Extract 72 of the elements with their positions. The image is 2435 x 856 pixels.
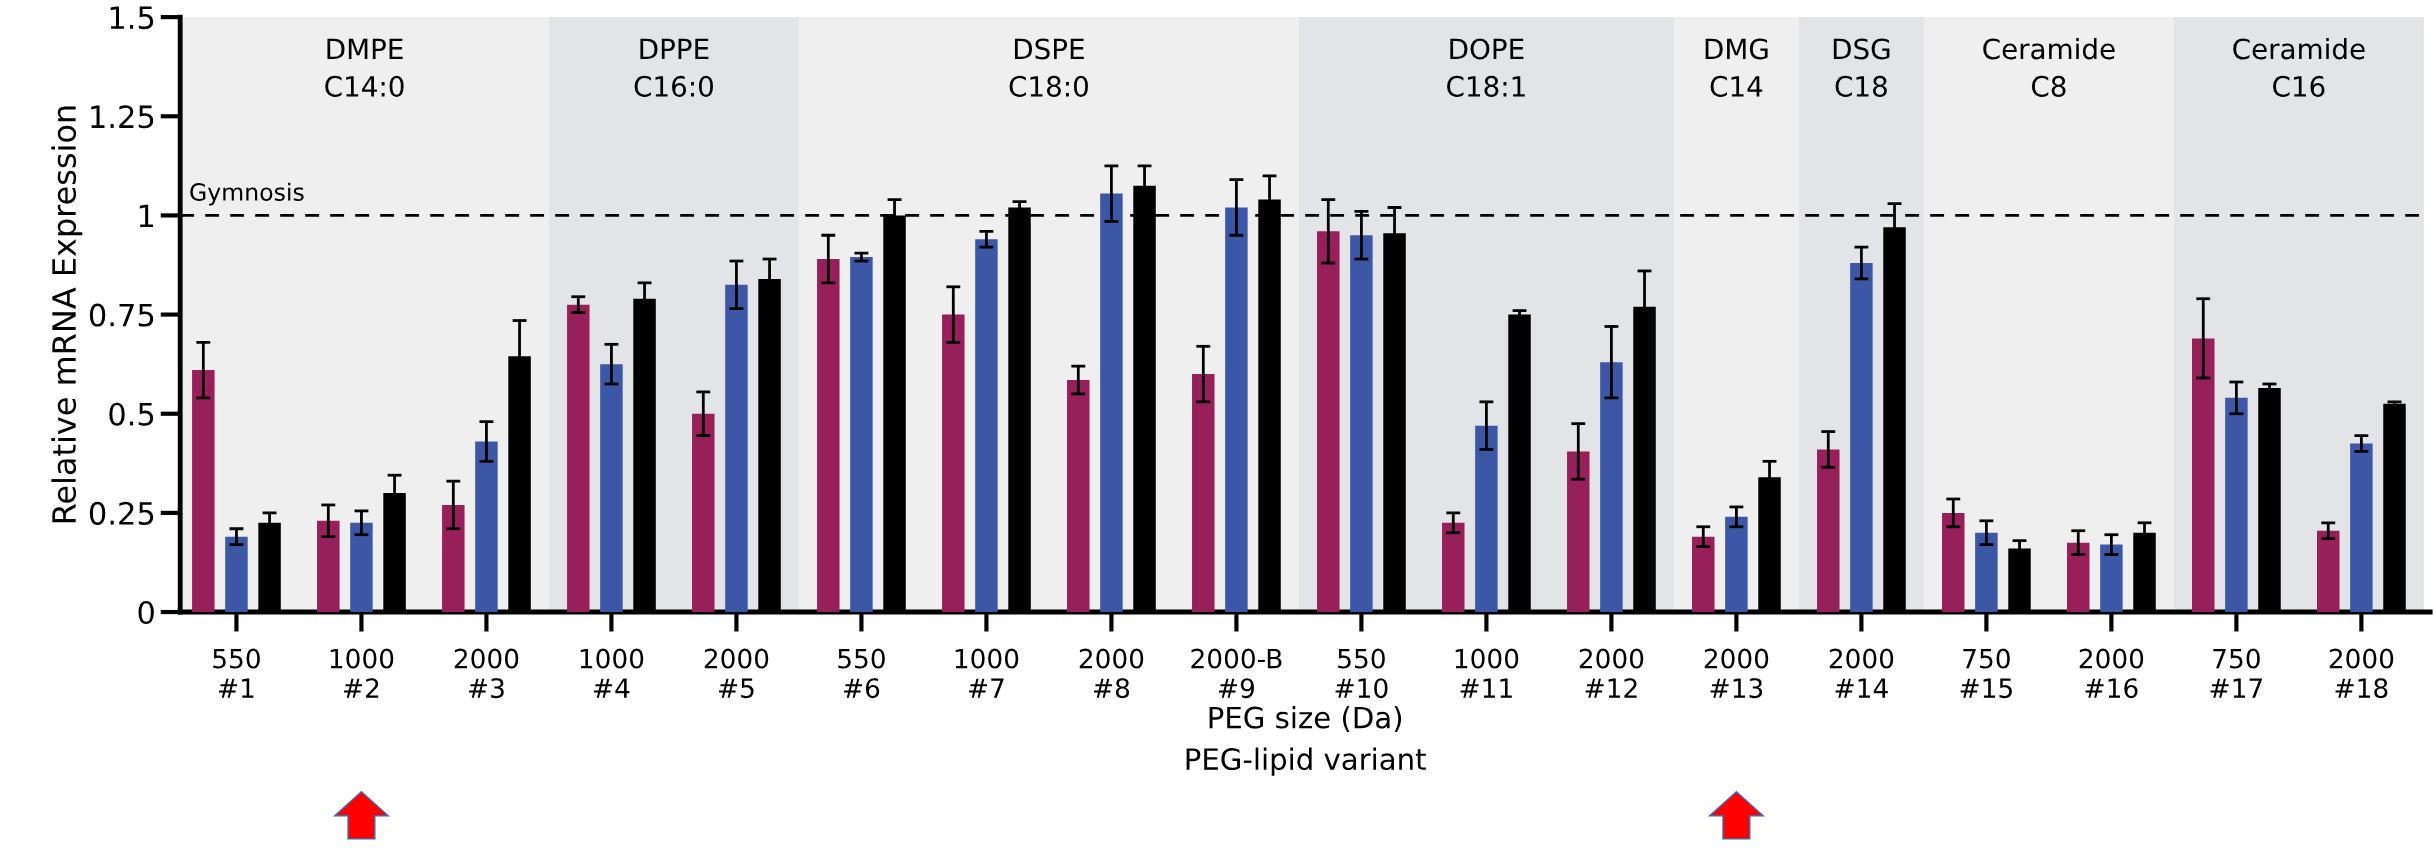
bar bbox=[1100, 193, 1123, 613]
band-label: Ceramide C16 bbox=[2233, 37, 2365, 97]
bar bbox=[2225, 397, 2248, 613]
x-tick-label: 2000 #12 bbox=[1579, 648, 1644, 698]
x-tick-label: 750 #17 bbox=[2210, 648, 2262, 698]
bar bbox=[2067, 542, 2090, 613]
x-tick-label: 2000 #13 bbox=[1704, 648, 1769, 699]
x-tick-label: 2000 #5 bbox=[704, 648, 769, 699]
bar bbox=[225, 536, 248, 613]
bar bbox=[2350, 443, 2373, 613]
bar bbox=[442, 504, 465, 613]
y-tick-label: 0 bbox=[138, 600, 154, 625]
bar bbox=[475, 441, 498, 613]
bar bbox=[725, 284, 748, 613]
ref-line-label: Gymnosis bbox=[190, 182, 304, 206]
x-tick-label: 1000 #7 bbox=[955, 648, 1019, 698]
x-tick-label: 2000-B #9 bbox=[1191, 648, 1282, 699]
bar bbox=[1225, 207, 1248, 613]
x-tick-label: 550 #10 bbox=[1335, 648, 1388, 699]
y-tick-label: 0.5 bbox=[109, 402, 154, 426]
x-tick-label: 1000 #4 bbox=[580, 648, 644, 698]
y-tick-label: 0.25 bbox=[89, 501, 154, 525]
bar bbox=[350, 522, 373, 613]
x-tick-label: 550 #1 bbox=[213, 648, 260, 698]
x-tick-label: 2000 #3 bbox=[454, 648, 519, 699]
bar bbox=[1975, 532, 1998, 613]
bar bbox=[692, 413, 715, 613]
bar bbox=[1567, 451, 1590, 613]
bar bbox=[817, 259, 840, 613]
bar bbox=[567, 304, 590, 613]
bar bbox=[1192, 374, 1215, 613]
band-label: DSPE C18:0 bbox=[1009, 38, 1088, 97]
bar bbox=[1350, 235, 1373, 613]
x-tick-label: 2000 #16 bbox=[2079, 648, 2144, 699]
bar bbox=[2192, 338, 2215, 613]
band-label: DSG C18 bbox=[1833, 38, 1890, 97]
x-axis-title: PEG size (Da) PEG-lipid variant bbox=[1186, 706, 1426, 776]
y-tick-label: 0.75 bbox=[89, 303, 154, 327]
x-tick-label: 550 #6 bbox=[838, 648, 885, 699]
band-label: Ceramide C8 bbox=[1983, 37, 2115, 97]
x-tick-label: 2000 #18 bbox=[2329, 648, 2394, 699]
band-label: DOPE C18:1 bbox=[1447, 38, 1525, 97]
band-label: DMG C14 bbox=[1705, 38, 1768, 97]
bar bbox=[850, 257, 873, 613]
x-tick-label: 2000 #8 bbox=[1079, 648, 1144, 699]
bar bbox=[1475, 425, 1498, 613]
x-tick-label: 1000 #2 bbox=[330, 648, 394, 698]
x-tick-label: 750 #15 bbox=[1960, 648, 2012, 699]
bar bbox=[1725, 516, 1748, 613]
bar bbox=[2317, 530, 2340, 613]
x-tick-label: 1000 #11 bbox=[1455, 648, 1519, 698]
band-label: DPPE C16:0 bbox=[634, 38, 713, 97]
bar bbox=[1442, 522, 1465, 613]
bar bbox=[1317, 231, 1340, 613]
y-tick-label: 1 bbox=[139, 204, 154, 228]
bar bbox=[975, 239, 998, 613]
bar bbox=[600, 364, 623, 613]
y-tick-label: 1.5 bbox=[110, 6, 154, 30]
y-axis-title: Relative mRNA Expression bbox=[51, 106, 83, 523]
bar bbox=[1692, 536, 1715, 613]
bar bbox=[192, 370, 215, 613]
y-tick-label: 1.25 bbox=[91, 105, 154, 129]
bar bbox=[942, 314, 965, 613]
bar bbox=[1850, 263, 1873, 613]
bar bbox=[1067, 380, 1090, 613]
bar bbox=[1600, 362, 1623, 613]
bar bbox=[1817, 449, 1840, 613]
bar bbox=[2100, 544, 2123, 613]
bar bbox=[317, 520, 340, 613]
band-label: DMPE C14:0 bbox=[325, 38, 404, 97]
bar bbox=[1942, 512, 1965, 613]
x-tick-label: 2000 #14 bbox=[1829, 648, 1894, 698]
